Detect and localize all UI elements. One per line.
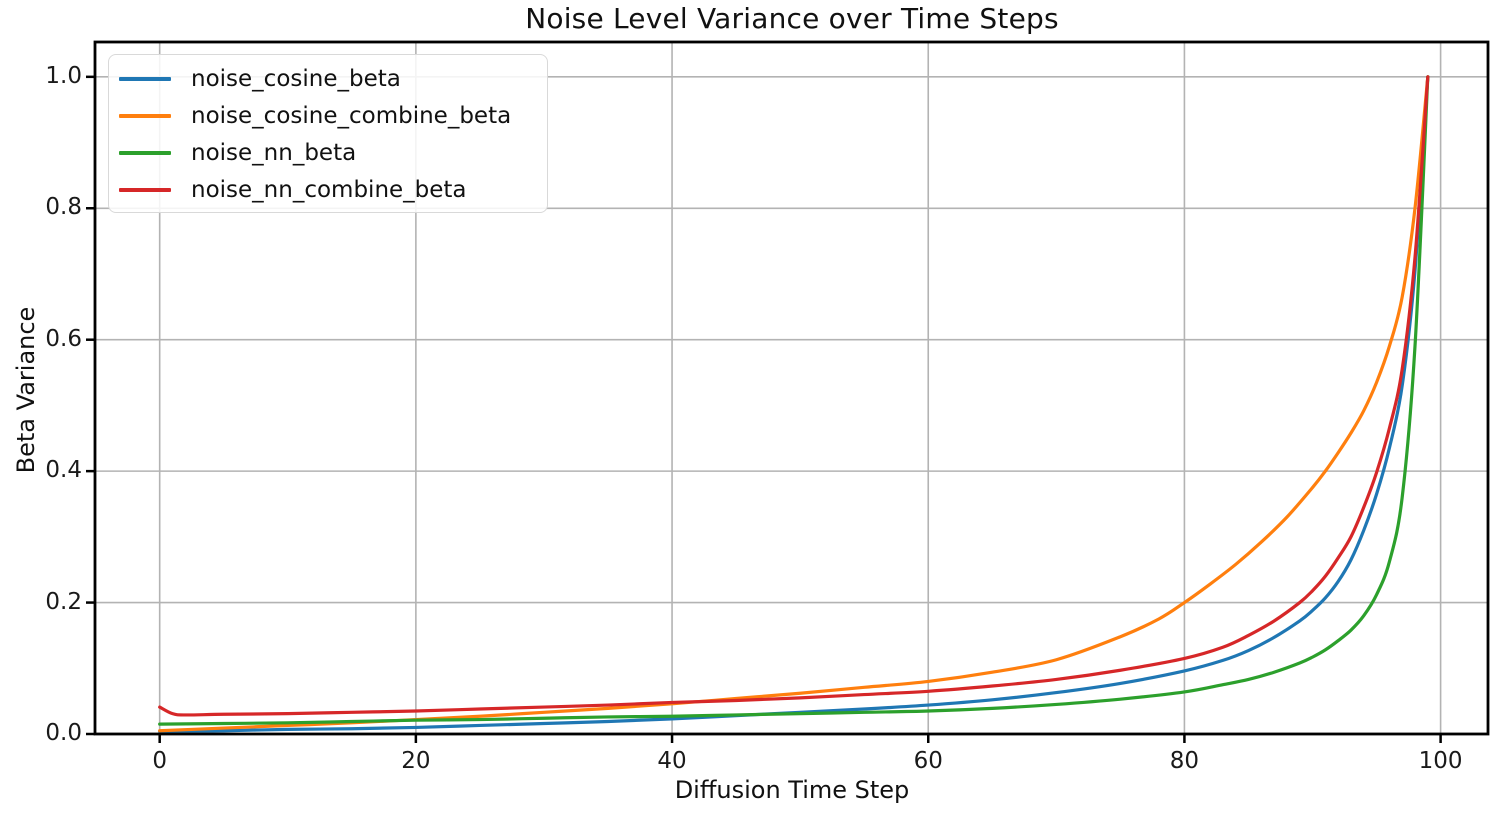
x-tick-label: 60	[913, 748, 943, 774]
legend-line-noise_cosine_beta	[119, 76, 171, 81]
x-tick-label: 0	[152, 748, 167, 774]
y-tick-label: 0.2	[45, 588, 82, 615]
legend-item: noise_cosine_combine_beta	[119, 97, 547, 134]
x-tick-label: 100	[1418, 748, 1463, 774]
legend-line-noise_nn_combine_beta	[119, 187, 171, 192]
legend-item: noise_nn_beta	[119, 134, 547, 171]
y-tick-label: 0.0	[45, 720, 82, 746]
y-tick-label: 0.6	[45, 325, 82, 352]
legend-line-noise_nn_beta	[119, 150, 171, 155]
legend-label: noise_cosine_combine_beta	[191, 102, 512, 129]
series-line-noise_cosine_beta	[158, 75, 1430, 733]
y-tick-label: 0.4	[45, 457, 82, 484]
series-line-noise_nn_beta	[158, 75, 1430, 726]
legend-label: noise_nn_combine_beta	[191, 176, 467, 203]
series-line-noise_cosine_combine_beta	[158, 75, 1430, 733]
legend-item: noise_cosine_beta	[119, 60, 547, 97]
legend-label: noise_cosine_beta	[191, 65, 401, 92]
plot-border	[93, 40, 1490, 736]
legend: noise_cosine_beta noise_cosine_combine_be…	[108, 54, 548, 213]
y-tick-label: 1.0	[45, 62, 82, 89]
legend-item: noise_nn_combine_beta	[119, 171, 547, 208]
legend-label: noise_nn_beta	[191, 139, 357, 166]
x-tick-label: 80	[1169, 748, 1200, 774]
y-axis-label: Beta Variance	[12, 306, 40, 474]
y-tick-label: 0.8	[45, 194, 82, 221]
x-tick-label: 40	[657, 748, 687, 774]
x-axis-label: Diffusion Time Step	[674, 776, 910, 804]
series-line-noise_nn_combine_beta	[158, 75, 1430, 717]
legend-line-noise_cosine_combine_beta	[119, 113, 171, 118]
x-tick-label: 20	[401, 748, 431, 774]
chart-title: Noise Level Variance over Time Steps	[525, 2, 1059, 35]
